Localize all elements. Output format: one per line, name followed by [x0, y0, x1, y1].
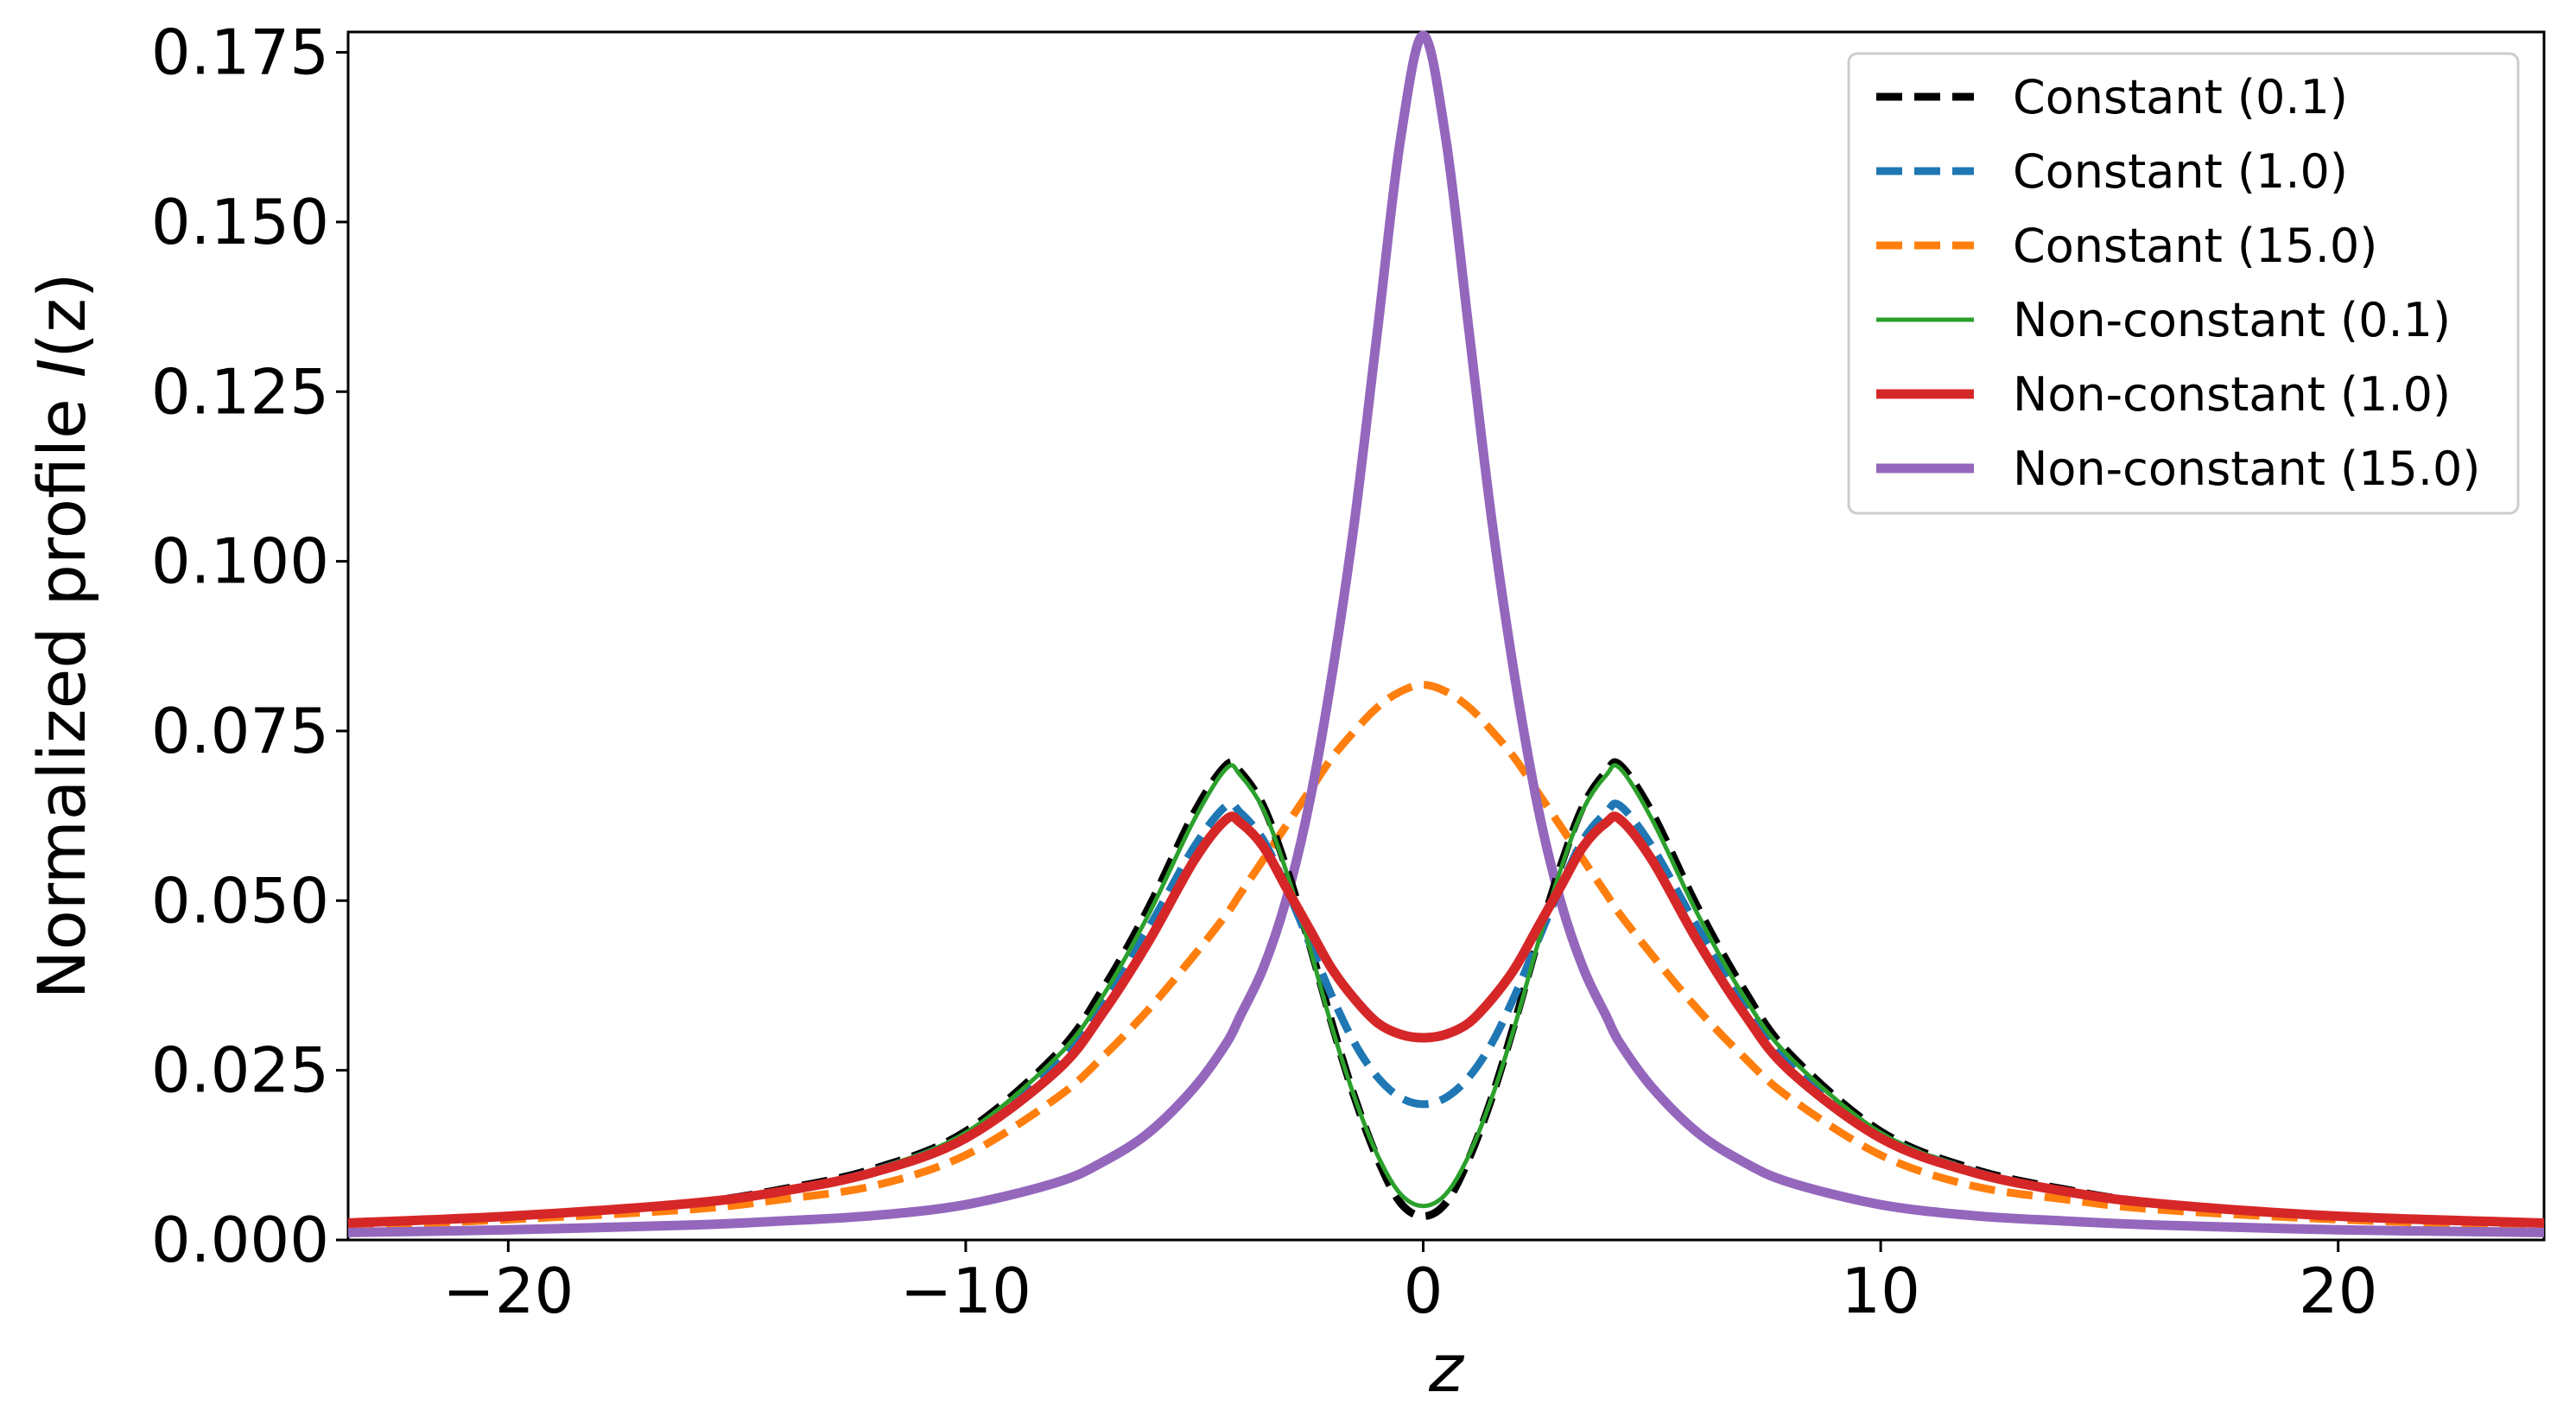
series-line-3	[347, 763, 2545, 1225]
x-tick-label: −20	[442, 1255, 574, 1327]
plot-frame	[346, 30, 2546, 1242]
series-layer	[347, 30, 2545, 1237]
y-axis-label-paren: (z)	[23, 273, 100, 359]
x-tick-label: 20	[2299, 1255, 2378, 1327]
y-tick-label: 0.150	[151, 186, 329, 258]
y-tick-label: 0.100	[151, 525, 329, 598]
y-tick-label: 0.050	[151, 864, 329, 937]
x-tick-label: 0	[1404, 1255, 1443, 1327]
y-tick-label: 0.175	[151, 16, 329, 89]
y-axis-label-main: Normalized profile	[23, 378, 100, 999]
y-tick-label: 0.000	[151, 1204, 329, 1276]
series-line-0	[347, 758, 2545, 1227]
x-tick-label: 10	[1841, 1255, 1920, 1327]
legend-entry-1: Constant (1.0)	[2013, 144, 2348, 199]
y-tick-label: 0.125	[151, 355, 329, 428]
x-tick-label: −10	[900, 1255, 1031, 1327]
series-line-4	[347, 811, 2545, 1228]
series-line-2	[347, 681, 2545, 1230]
legend-entry-5: Non-constant (15.0)	[2013, 442, 2480, 496]
y-tick-label: 0.025	[151, 1034, 329, 1107]
axis-ticks: −20 −10 0 10 20 0.000 0.025 0.050 0.075 0.100 0.12…	[151, 16, 2378, 1327]
legend-entry-0: Constant (0.1)	[2013, 70, 2348, 124]
series-line-5	[347, 30, 2545, 1237]
series-line-1	[347, 799, 2545, 1227]
y-axis-label-italic: I	[23, 359, 100, 378]
legend: Constant (0.1) Constant (1.0) Constant (15…	[1847, 52, 2520, 515]
legend-entry-4: Non-constant (1.0)	[2013, 367, 2451, 422]
legend-box	[1847, 52, 2520, 515]
y-axis-label: Normalized profile I(z)	[23, 273, 100, 1000]
y-tick-label: 0.075	[151, 695, 329, 767]
legend-entry-2: Constant (15.0)	[2013, 219, 2377, 273]
x-axis-label: z	[1428, 1330, 1465, 1407]
legend-entry-3: Non-constant (0.1)	[2013, 293, 2451, 347]
